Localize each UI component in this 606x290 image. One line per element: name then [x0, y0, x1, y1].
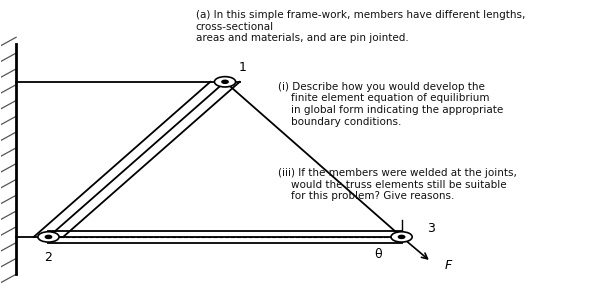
Circle shape [222, 80, 228, 83]
Text: 1: 1 [239, 61, 247, 74]
Circle shape [45, 235, 52, 238]
Text: (iii) If the members were welded at the joints,
    would the truss elements sti: (iii) If the members were welded at the … [278, 168, 517, 201]
Circle shape [398, 235, 405, 238]
Circle shape [391, 232, 412, 242]
Text: θ: θ [375, 248, 382, 261]
Circle shape [215, 77, 236, 87]
Text: 2: 2 [44, 251, 52, 264]
Text: F: F [445, 259, 452, 272]
Circle shape [38, 232, 59, 242]
Text: (i) Describe how you would develop the
    finite element equation of equilibriu: (i) Describe how you would develop the f… [278, 82, 503, 127]
Text: 3: 3 [427, 222, 435, 235]
Text: (a) In this simple frame-work, members have different lengths, cross-sectional
a: (a) In this simple frame-work, members h… [196, 10, 525, 43]
